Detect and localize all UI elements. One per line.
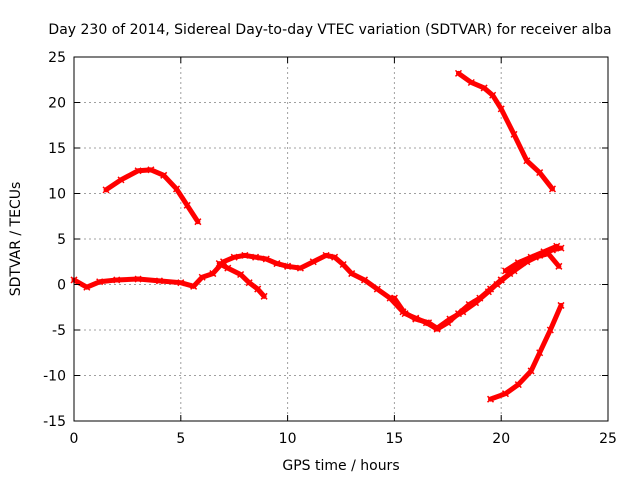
x-tick-label: 0 [70, 431, 79, 447]
data-point [172, 185, 181, 193]
data-point [194, 218, 202, 226]
x-tick-label: 25 [599, 431, 617, 447]
data-point [160, 171, 168, 179]
x-axis-label: GPS time / hours [282, 458, 399, 474]
data-point [510, 130, 518, 138]
series-arc-b [454, 69, 556, 193]
data-point [245, 279, 253, 287]
x-tick-label: 5 [176, 431, 185, 447]
data-point [553, 242, 561, 250]
data-point [183, 201, 191, 209]
series-arc-a [102, 166, 202, 226]
data-point [527, 367, 535, 375]
data-point [230, 253, 238, 261]
data-point [155, 277, 163, 285]
data-point [96, 278, 104, 286]
y-tick-label: 10 [48, 187, 66, 203]
data-point [401, 310, 409, 318]
y-tick-label: 0 [57, 278, 66, 294]
y-axis-label: SDTVAR / TECUs [8, 182, 24, 297]
data-point [557, 301, 565, 309]
axis-ticks: 0 5 10 15 20 25 -15 -10 -5 0 5 10 15 20 25 [43, 50, 617, 447]
data-point [134, 275, 142, 283]
data-point [548, 185, 556, 193]
data-point [117, 176, 125, 184]
y-tick-label: -15 [43, 414, 66, 430]
data-point [134, 167, 142, 175]
data-point [536, 169, 544, 177]
data-point [273, 260, 281, 268]
data-point [224, 264, 232, 272]
data-point [373, 285, 381, 293]
data-point [209, 270, 217, 278]
data-point [540, 248, 548, 256]
data-point [514, 259, 522, 267]
series-arc-c [486, 301, 565, 403]
data-point [454, 69, 463, 77]
data-point [198, 273, 206, 281]
data-point [284, 262, 292, 270]
y-tick-label: 15 [48, 141, 66, 157]
data-point [527, 253, 535, 261]
data-point [190, 282, 198, 290]
series-arc-e [215, 260, 268, 300]
data-point [486, 395, 495, 403]
data-point [260, 292, 268, 300]
data-point [523, 157, 531, 165]
data-point [254, 285, 262, 293]
data-point [493, 280, 501, 289]
data-point [486, 285, 495, 293]
data-point [296, 264, 304, 272]
series-arc-i [501, 242, 561, 275]
data-point [102, 186, 110, 194]
data-point [433, 325, 441, 333]
data-point [339, 260, 347, 269]
data-point [390, 294, 398, 302]
data-point [497, 105, 505, 113]
data-point [467, 78, 475, 87]
data-point [215, 260, 223, 268]
data-point [331, 253, 339, 261]
data-point [465, 300, 473, 309]
data-point [83, 283, 91, 291]
data-point [147, 166, 155, 174]
y-tick-label: -10 [43, 369, 66, 385]
data-point [501, 390, 510, 398]
data-point [422, 319, 430, 327]
x-tick-label: 20 [492, 431, 510, 447]
data-series [70, 69, 565, 403]
data-point [177, 279, 185, 287]
data-point [348, 270, 356, 278]
data-point [252, 253, 260, 261]
data-point [480, 84, 488, 92]
data-point [262, 255, 270, 263]
series-arc-d [70, 251, 292, 291]
data-point [489, 91, 497, 99]
data-point [476, 294, 484, 302]
data-point [322, 251, 330, 259]
data-point [113, 276, 121, 284]
chart-title: Day 230 of 2014, Sidereal Day-to-day VTE… [48, 22, 611, 38]
y-tick-label: 20 [48, 96, 66, 112]
data-point [454, 310, 463, 318]
data-point [514, 381, 522, 389]
data-point [536, 349, 544, 357]
data-point [412, 314, 420, 322]
data-point [444, 319, 452, 327]
data-point [241, 251, 249, 259]
data-point [360, 276, 369, 284]
x-tick-label: 15 [385, 431, 403, 447]
y-tick-label: -5 [52, 323, 66, 339]
data-point [555, 262, 563, 270]
y-tick-label: 5 [57, 232, 66, 248]
plot-frame [73, 56, 609, 422]
data-point [309, 258, 317, 266]
data-point [237, 270, 245, 279]
data-point [501, 267, 510, 275]
x-tick-label: 10 [279, 431, 297, 447]
y-tick-label: 25 [48, 50, 66, 66]
data-point [546, 326, 554, 334]
